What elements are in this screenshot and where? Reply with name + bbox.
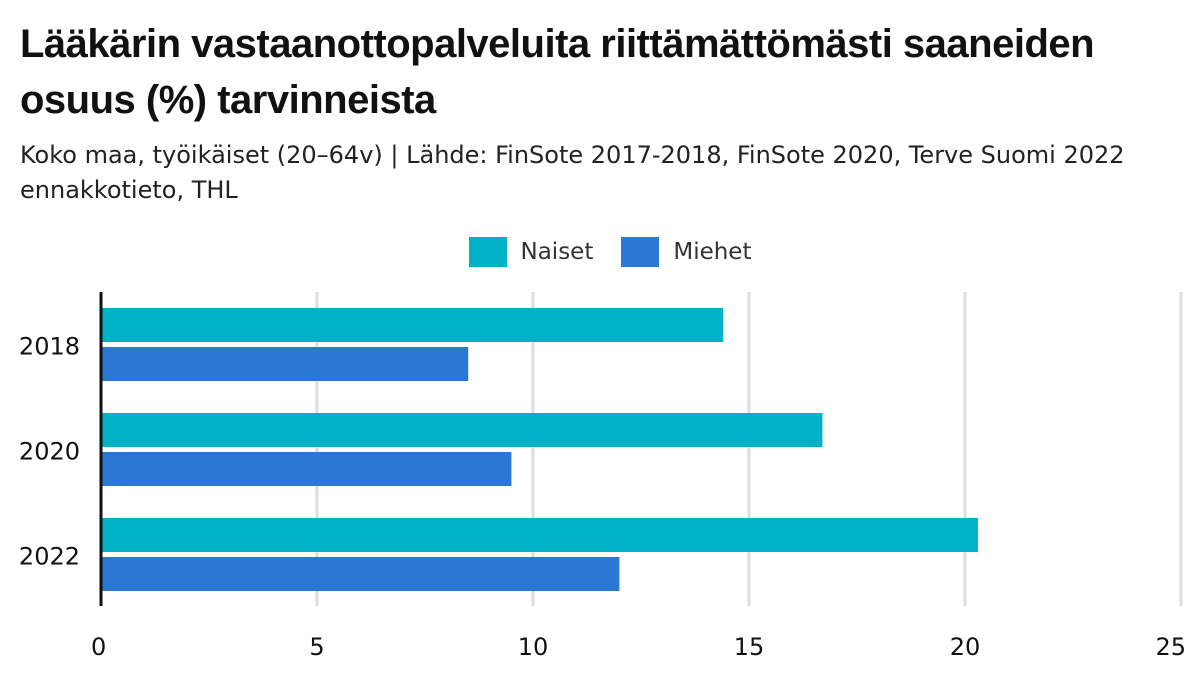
x-tick-label-10: 10 [518, 633, 549, 661]
bar-miehet-2020 [101, 452, 512, 486]
x-tick-label-0: 0 [91, 633, 106, 661]
x-tick-label-5: 5 [309, 633, 324, 661]
y-tick-label-2020: 2020 [19, 438, 80, 466]
x-tick-label-20: 20 [950, 633, 981, 661]
bar-naiset-2022 [101, 518, 978, 552]
bar-naiset-2020 [101, 413, 823, 447]
legend-label-naiset: Naiset [520, 239, 594, 265]
x-tick-label-15: 15 [734, 633, 765, 661]
chart-subtitle: Koko maa, työikäiset (20–64v) | Lähde: F… [20, 141, 1125, 204]
y-tick-label-2018: 2018 [19, 333, 80, 361]
legend: Naiset Miehet [0, 232, 1200, 272]
y-tick-label-2022: 2022 [19, 543, 80, 571]
legend-swatch-naiset [468, 237, 507, 267]
legend-swatch-miehet [621, 237, 660, 267]
bar-miehet-2022 [101, 557, 620, 591]
legend-label-miehet: Miehet [673, 239, 752, 265]
legend-item-miehet: Miehet [621, 237, 751, 267]
bar-miehet-2018 [101, 347, 469, 381]
chart-title: Lääkärin vastaanottopalveluita riittämät… [20, 22, 1095, 122]
x-tick-label-25: 25 [1155, 633, 1186, 661]
legend-item-naiset: Naiset [468, 237, 594, 267]
bar-naiset-2018 [101, 308, 724, 342]
